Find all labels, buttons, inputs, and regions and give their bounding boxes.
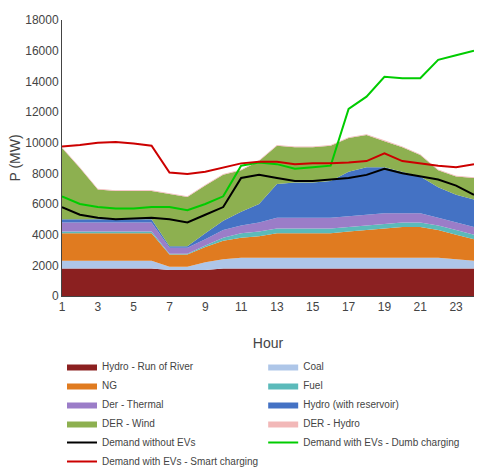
svg-text:1: 1	[59, 300, 66, 314]
svg-text:5: 5	[130, 300, 137, 314]
svg-text:Hour: Hour	[253, 335, 284, 351]
svg-text:4000: 4000	[32, 228, 59, 242]
svg-text:8000: 8000	[32, 167, 59, 181]
svg-text:21: 21	[414, 300, 428, 314]
svg-text:Demand without EVs: Demand without EVs	[102, 437, 195, 448]
svg-text:16000: 16000	[25, 44, 59, 58]
svg-text:15: 15	[306, 300, 320, 314]
svg-text:19: 19	[378, 300, 392, 314]
svg-text:12000: 12000	[25, 105, 59, 119]
svg-text:NG: NG	[102, 380, 117, 391]
svg-text:3: 3	[94, 300, 101, 314]
svg-text:0: 0	[52, 289, 59, 303]
svg-text:7: 7	[166, 300, 173, 314]
svg-text:2000: 2000	[32, 259, 59, 273]
svg-text:P (MW): P (MW)	[7, 134, 23, 181]
svg-text:18000: 18000	[25, 13, 59, 27]
svg-text:10000: 10000	[25, 136, 59, 150]
svg-text:11: 11	[235, 300, 248, 314]
svg-text:Demand with EVs - Dumb chargin: Demand with EVs - Dumb charging	[303, 437, 459, 448]
svg-text:23: 23	[449, 300, 463, 314]
svg-text:Demand with EVs - Smart chargi: Demand with EVs - Smart charging	[102, 456, 258, 467]
svg-text:Hydro (with reservoir): Hydro (with reservoir)	[303, 399, 399, 410]
svg-text:Hydro - Run of River: Hydro - Run of River	[102, 361, 194, 372]
svg-text:Fuel: Fuel	[303, 380, 322, 391]
svg-text:9: 9	[202, 300, 209, 314]
svg-text:13: 13	[270, 300, 284, 314]
svg-text:DER - Wind: DER - Wind	[102, 418, 155, 429]
svg-text:Coal: Coal	[303, 361, 324, 372]
svg-text:17: 17	[342, 300, 356, 314]
svg-text:DER - Hydro: DER - Hydro	[303, 418, 360, 429]
svg-text:14000: 14000	[25, 75, 59, 89]
svg-text:6000: 6000	[32, 197, 59, 211]
svg-text:Der - Thermal: Der - Thermal	[102, 399, 164, 410]
